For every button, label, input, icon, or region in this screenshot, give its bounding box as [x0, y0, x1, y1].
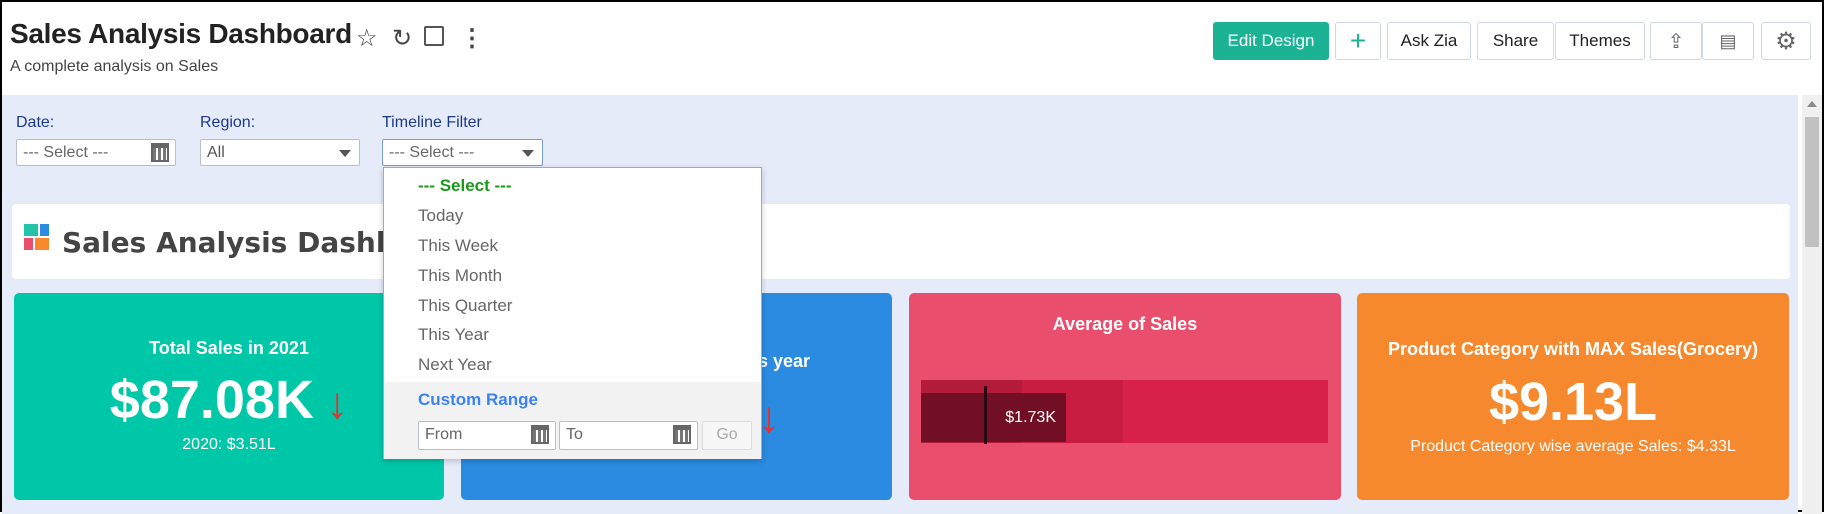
date-filter-value: --- Select --- [23, 144, 109, 161]
trend-down-icon: ↓ [313, 379, 349, 428]
export-icon[interactable]: ⇪ [1650, 22, 1702, 60]
region-filter-label: Region: [200, 114, 256, 131]
comment-icon[interactable]: ▤ [1702, 22, 1754, 60]
dropdown-option-this-year[interactable]: This Year [418, 325, 489, 344]
card-title: Total Sales in 2021 [149, 338, 309, 358]
kpi-card-max-category[interactable]: Product Category with MAX Sales(Grocery)… [1357, 293, 1789, 500]
dropdown-option-today[interactable]: Today [418, 206, 464, 225]
dashboard-title-panel [12, 204, 1790, 279]
share-button[interactable]: Share [1477, 22, 1554, 60]
region-filter-value: All [207, 144, 225, 161]
ask-zia-button[interactable]: Ask Zia [1387, 22, 1471, 60]
save-icon[interactable] [424, 26, 444, 46]
dropdown-option-this-quarter[interactable]: This Quarter [418, 296, 513, 315]
region-filter-select[interactable]: All [200, 139, 360, 166]
custom-range-label: Custom Range [418, 390, 538, 409]
star-icon[interactable]: ☆ [356, 25, 378, 52]
date-filter-input[interactable]: --- Select --- [16, 139, 176, 166]
vertical-scrollbar[interactable] [1802, 95, 1822, 514]
chevron-down-icon [522, 150, 534, 157]
card-value: $87.08K ↓ [14, 369, 444, 431]
trend-down-icon: ↓ [758, 393, 780, 442]
dropdown-option-select[interactable]: --- Select --- [418, 176, 512, 195]
bullet-value-label: $1.73K [1005, 408, 1056, 426]
from-date-input[interactable]: From [418, 421, 556, 450]
timeline-filter-label: Timeline Filter [382, 114, 482, 131]
settings-gear-icon[interactable]: ⚙ [1761, 22, 1811, 60]
date-filter-label: Date: [16, 114, 55, 131]
edit-design-button[interactable]: Edit Design [1213, 22, 1329, 60]
panel-title: Sales Analysis Dashboa [62, 226, 434, 259]
card-value-text: $87.08K [109, 370, 314, 430]
to-date-input[interactable]: To [559, 421, 698, 450]
card-title: Product Category with MAX Sales(Grocery) [1387, 339, 1759, 359]
calendar-icon[interactable] [151, 143, 169, 162]
calendar-icon[interactable] [531, 425, 549, 444]
add-button[interactable]: + [1335, 22, 1381, 60]
dropdown-option-this-week[interactable]: This Week [418, 236, 498, 255]
card-title: s year [757, 351, 810, 371]
card-subtitle: Product Category wise average Sales: $4.… [1410, 438, 1736, 455]
dashboard-logo-icon [24, 224, 50, 250]
themes-button[interactable]: Themes [1555, 22, 1645, 60]
dropdown-option-this-month[interactable]: This Month [418, 266, 503, 285]
timeline-filter-value: --- Select --- [389, 144, 475, 161]
to-placeholder: To [566, 426, 583, 443]
card-value: $9.13L [1488, 372, 1658, 432]
bullet-value-bar: $1.73K [921, 393, 1066, 442]
dashboard-subtitle: A complete analysis on Sales [10, 58, 219, 75]
more-options-icon[interactable]: ⋮ [460, 25, 484, 52]
kpi-card-average-sales[interactable]: Average of Sales $1.73K [909, 293, 1341, 500]
timeline-filter-select[interactable]: --- Select --- [382, 139, 543, 166]
dropdown-option-next-year[interactable]: Next Year [418, 355, 492, 374]
custom-range-section: Custom Range From To Go [384, 382, 761, 459]
dashboard-title: Sales Analysis Dashboard [10, 18, 352, 49]
refresh-icon[interactable]: ↻ [392, 25, 413, 52]
go-button[interactable]: Go [702, 421, 752, 450]
calendar-icon[interactable] [673, 425, 691, 444]
bullet-chart: $1.73K [921, 380, 1328, 444]
chevron-down-icon [339, 150, 351, 157]
card-title: Average of Sales [1052, 314, 1198, 334]
bullet-target-marker [984, 386, 987, 444]
from-placeholder: From [425, 426, 463, 443]
timeline-dropdown-menu: --- Select --- Today This Week This Mont… [383, 167, 762, 459]
kpi-card-total-sales[interactable]: Total Sales in 2021 $87.08K ↓ 2020: $3.5… [14, 293, 444, 500]
card-subtitle: 2020: $3.51L [182, 436, 276, 453]
